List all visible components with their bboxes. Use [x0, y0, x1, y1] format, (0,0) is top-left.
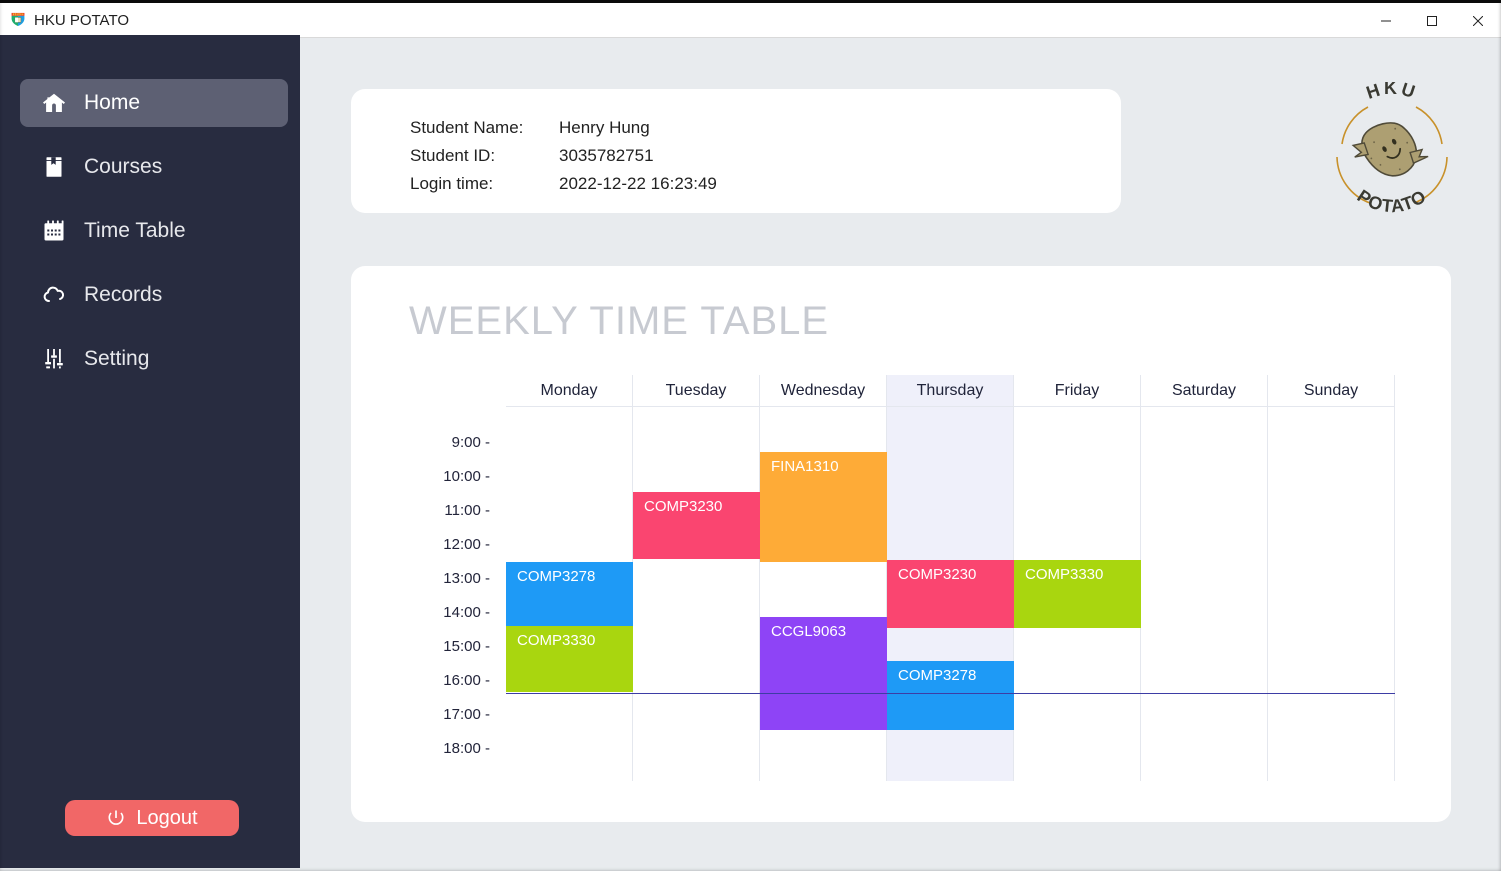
svg-text:HKU: HKU — [1364, 82, 1421, 103]
svg-text:POTATO: POTATO — [1354, 186, 1431, 217]
